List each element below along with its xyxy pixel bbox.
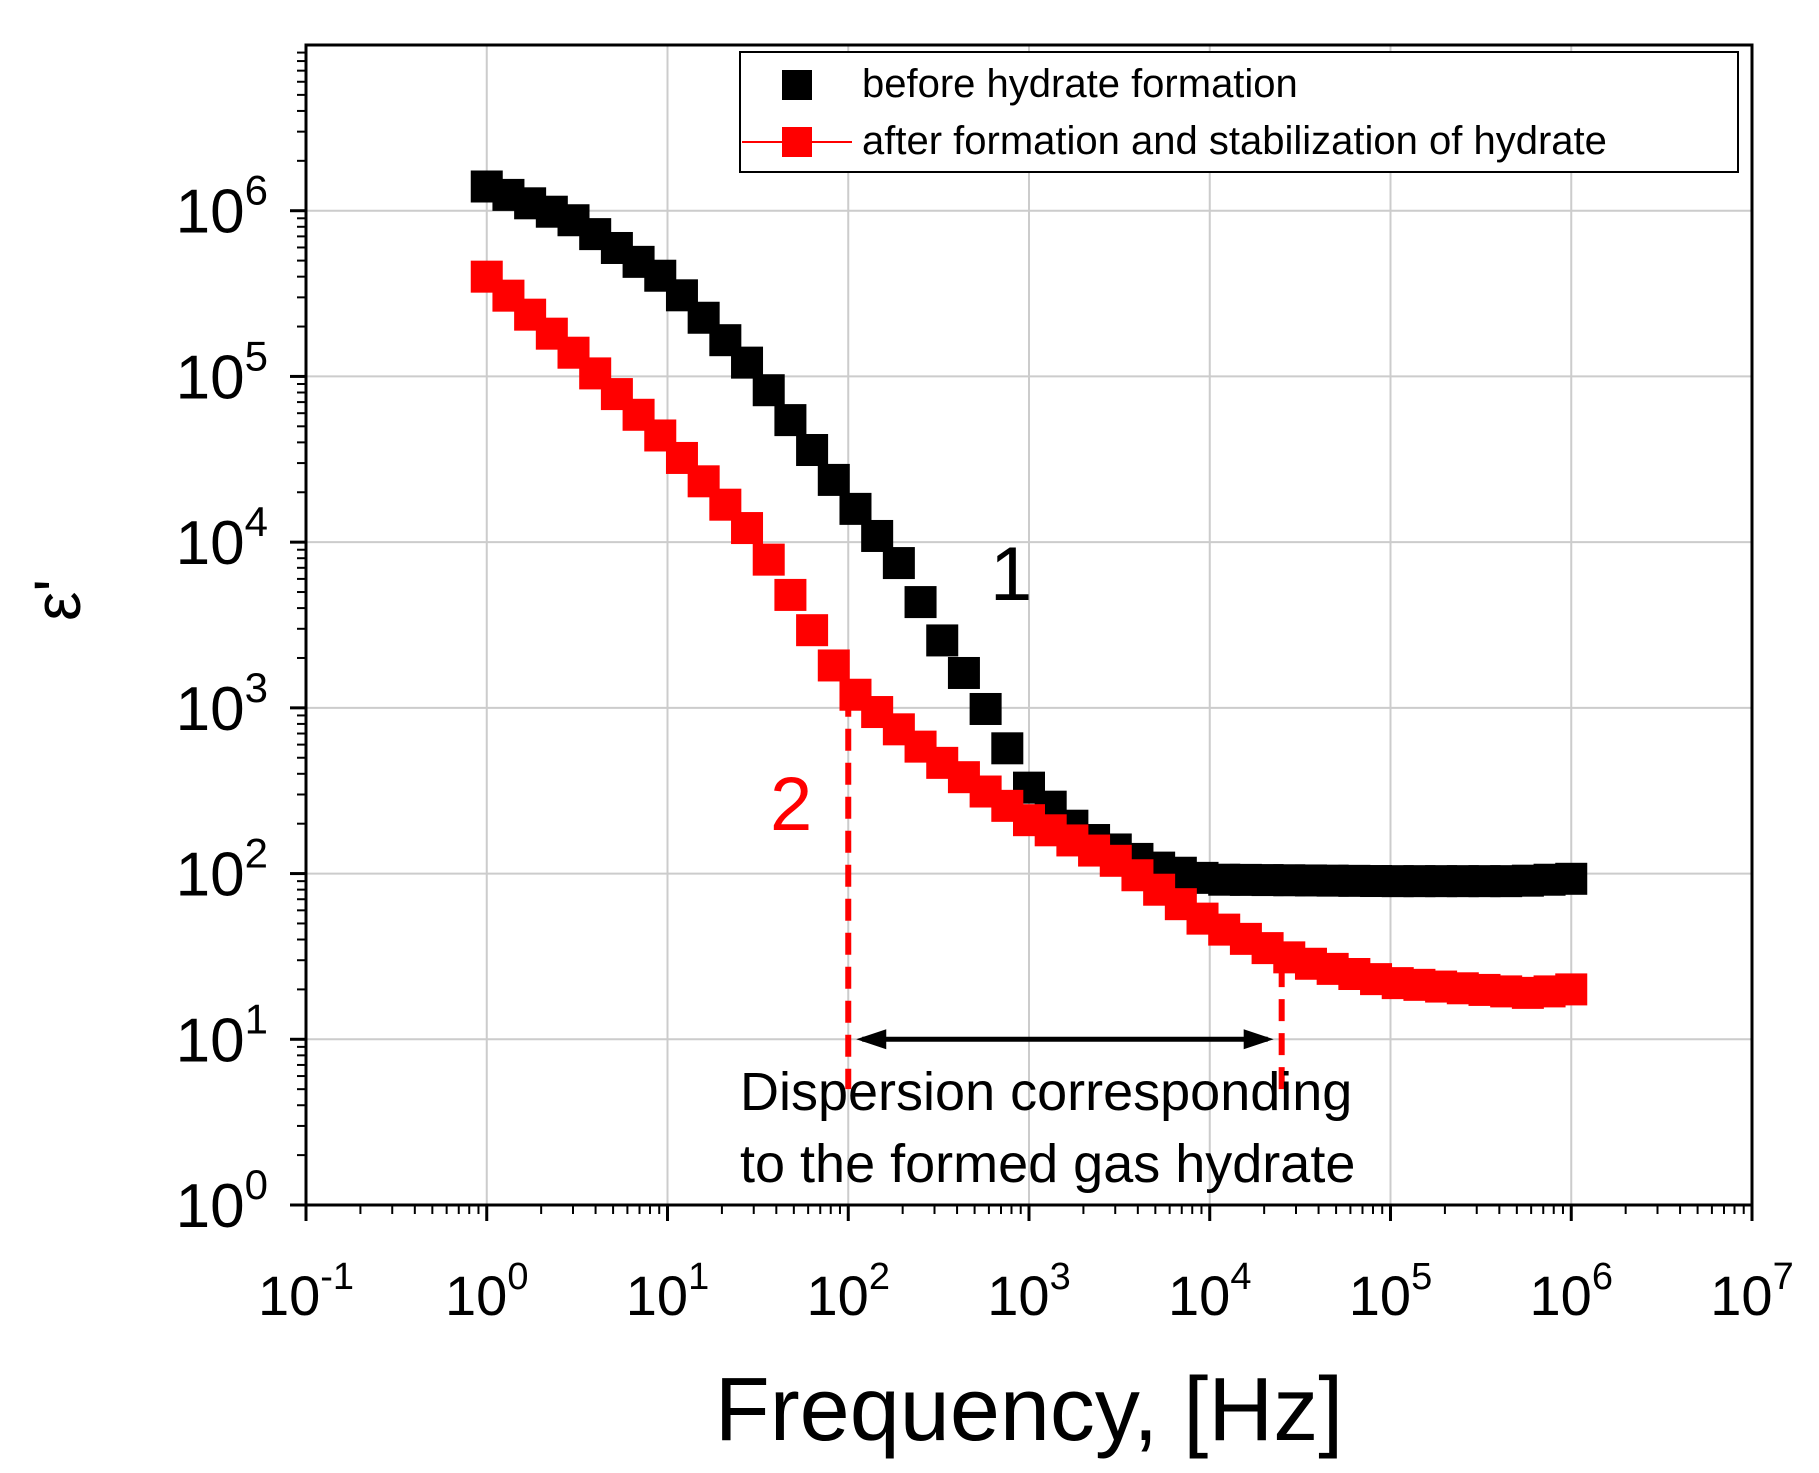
x-tick-label: 104: [1168, 1256, 1251, 1327]
data-marker: [774, 578, 807, 611]
data-series: [470, 170, 1588, 1009]
data-marker: [839, 492, 872, 525]
x-tick-label: 106: [1530, 1256, 1613, 1327]
data-marker: [991, 732, 1024, 765]
y-tick-label: 103: [176, 664, 268, 744]
data-marker: [731, 512, 764, 545]
series-2: [470, 260, 1588, 1009]
y-tick-labels: 100 101 102 103 104 105 106: [176, 167, 268, 1241]
data-marker: [861, 519, 894, 552]
data-marker: [774, 404, 807, 437]
y-tick-label: 106: [176, 167, 268, 247]
y-axis-title: ε': [20, 579, 94, 621]
data-marker: [796, 434, 829, 467]
x-tick-label: 101: [626, 1256, 709, 1327]
data-marker: [752, 374, 785, 407]
data-marker: [926, 624, 959, 657]
data-marker: [1555, 862, 1588, 895]
x-tick-labels: 10-1 100 101 102 103 104 105 106 107: [258, 1256, 1794, 1327]
dispersion-arrow-right-head: [1243, 1029, 1274, 1050]
x-tick-label: 105: [1349, 1256, 1432, 1327]
x-tick-label: 107: [1710, 1256, 1793, 1327]
data-marker: [817, 463, 850, 496]
data-marker: [752, 543, 785, 576]
y-tick-label: 104: [176, 498, 268, 578]
x-axis-title: Frequency, [Hz]: [715, 1360, 1344, 1460]
x-tick-label: 103: [987, 1256, 1070, 1327]
y-tick-label: 105: [176, 332, 268, 412]
dispersion-annotation: [845, 694, 1285, 1090]
legend-box: [739, 51, 1739, 173]
data-marker: [731, 346, 764, 379]
y-tick-label: 102: [176, 830, 268, 910]
data-marker: [904, 586, 937, 619]
x-tick-label: 100: [445, 1256, 528, 1327]
dispersion-arrow-left-head: [856, 1029, 887, 1050]
series-1-number-label: 1: [990, 532, 1032, 617]
x-tick-label: 10-1: [258, 1256, 354, 1327]
dispersion-annotation-line-1: Dispersion corresponding: [740, 1062, 1352, 1122]
data-marker: [1555, 973, 1588, 1006]
y-tick-label: 100: [176, 1161, 268, 1241]
legend: before hydrate formation after formation…: [739, 51, 1739, 173]
data-marker: [817, 649, 850, 682]
series-2-number-label: 2: [770, 762, 812, 847]
major-ticks: [290, 209, 1754, 1221]
y-tick-label: 101: [176, 995, 268, 1075]
data-marker: [969, 692, 1002, 725]
legend-marker-after: [782, 127, 812, 157]
data-marker: [796, 614, 829, 647]
legend-label-after: after formation and stabilization of hyd…: [862, 119, 1607, 163]
data-marker: [882, 547, 915, 580]
dispersion-annotation-line-2: to the formed gas hydrate: [740, 1134, 1355, 1194]
data-marker: [947, 656, 980, 689]
grid-lines: [306, 45, 1752, 1205]
legend-label-before: before hydrate formation: [862, 62, 1298, 106]
legend-marker-before: [782, 70, 812, 100]
x-tick-label: 102: [807, 1256, 890, 1327]
